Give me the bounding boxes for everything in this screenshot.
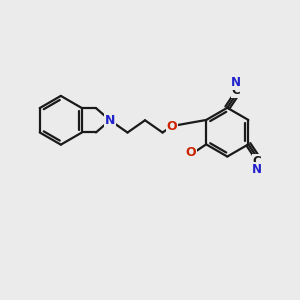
Text: O: O (167, 120, 177, 133)
Text: N: N (231, 76, 241, 89)
Text: C: C (252, 155, 261, 168)
Text: C: C (231, 84, 240, 98)
Text: O: O (186, 146, 196, 159)
Text: N: N (252, 163, 262, 176)
Text: N: N (105, 114, 115, 127)
